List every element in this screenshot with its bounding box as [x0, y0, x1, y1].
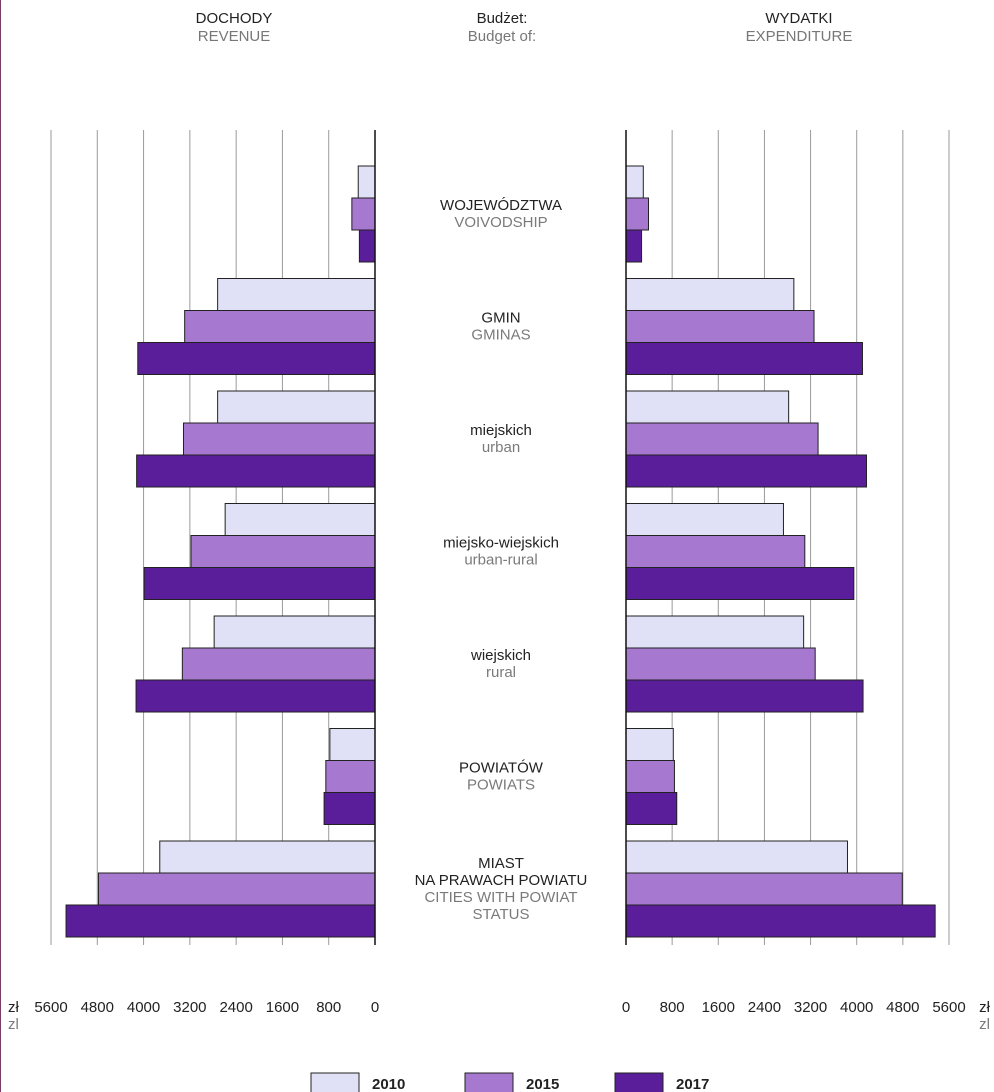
revenue-bar-2015 [190, 535, 376, 568]
category-label-en: GMINAS [471, 327, 530, 344]
expenditure-bar-2015 [625, 872, 903, 906]
revenue-bar-2017 [323, 792, 376, 825]
expenditure-header-en: EXPENDITURE [745, 28, 853, 45]
revenue-tick-label: 4800 [81, 999, 114, 1016]
expenditure-tick-label: 4000 [840, 999, 873, 1016]
expenditure-bar-2015 [625, 422, 819, 456]
expenditure-unit-pl: zł [979, 999, 991, 1016]
expenditure-tick-label: 0 [622, 999, 630, 1016]
budget-header-pl: Budżet: [476, 10, 528, 27]
category-label-en: CITIES WITH POWIAT [424, 889, 577, 906]
category-label-en: urban [482, 439, 520, 456]
revenue-bar-2017 [135, 679, 376, 713]
revenue-bar-2015 [351, 197, 376, 231]
expenditure-bar-2017 [625, 454, 868, 488]
revenue-bar-2017 [137, 342, 376, 375]
revenue-unit-pl: zł [8, 999, 20, 1016]
expenditure-bar-2017 [625, 904, 936, 938]
frame-line [0, 0, 1, 1092]
expenditure-unit-en: zl [979, 1016, 990, 1033]
revenue-bar-2017 [65, 904, 376, 938]
revenue-tick-label: 3200 [173, 999, 206, 1016]
revenue-tick-label: 4000 [127, 999, 160, 1016]
expenditure-header-pl: WYDATKI [765, 10, 833, 27]
budget-header-en: Budget of: [467, 28, 537, 45]
revenue-bar-2017 [358, 229, 376, 263]
expenditure-bar-2017 [625, 567, 855, 600]
category-label-en: urban-rural [464, 552, 537, 569]
category-label-en: POWIATS [467, 777, 535, 794]
expenditure-bar-2010 [625, 390, 790, 424]
expenditure-bar-2010 [625, 840, 848, 874]
revenue-bar-2010 [357, 165, 376, 199]
category-label-pl: NA PRAWACH POWIATU [415, 872, 588, 889]
revenue-bar-2010 [329, 728, 376, 761]
expenditure-bar-2015 [625, 760, 675, 793]
expenditure-tick-label: 4800 [886, 999, 919, 1016]
expenditure-bar-2010 [625, 615, 805, 649]
category-label-en: rural [486, 664, 516, 681]
expenditure-bar-2010 [625, 278, 795, 311]
expenditure-bar-2015 [625, 197, 649, 231]
legend-swatch-2010 [310, 1072, 360, 1092]
revenue-bar-2010 [159, 840, 376, 874]
revenue-bar-2015 [181, 647, 376, 681]
expenditure-bar-2010 [625, 728, 674, 761]
revenue-unit-en: zl [8, 1016, 19, 1033]
revenue-bar-2010 [213, 615, 376, 649]
revenue-bar-2015 [184, 310, 376, 343]
legend-label-2017: 2017 [676, 1076, 709, 1092]
revenue-tick-label: 2400 [219, 999, 252, 1016]
category-label-pl: GMIN [481, 310, 520, 327]
category-label-pl: miejskich [470, 422, 532, 439]
expenditure-bar-2015 [625, 310, 815, 343]
revenue-bar-2010 [217, 278, 376, 311]
expenditure-tick-label: 5600 [932, 999, 965, 1016]
category-label-en: VOIVODSHIP [454, 214, 547, 231]
revenue-header: DOCHODY REVENUE [134, 10, 334, 46]
revenue-tick-label: 5600 [34, 999, 67, 1016]
legend-label-2010: 2010 [372, 1076, 405, 1092]
revenue-bar-2015 [325, 760, 376, 793]
revenue-tick-label: 800 [316, 999, 341, 1016]
revenue-header-pl: DOCHODY [195, 10, 273, 27]
category-label-pl: wiejskich [470, 647, 531, 664]
expenditure-bar-2017 [625, 342, 863, 375]
expenditure-bar-2010 [625, 165, 644, 199]
revenue-header-en: REVENUE [197, 28, 271, 45]
legend-swatch-2017 [614, 1072, 664, 1092]
budget-header: Budżet: Budget of: [402, 10, 602, 46]
expenditure-bar-2017 [625, 792, 678, 825]
revenue-bar-2015 [97, 872, 376, 906]
revenue-bar-2017 [136, 454, 376, 488]
legend-label-2015: 2015 [526, 1076, 559, 1092]
expenditure-tick-label: 800 [660, 999, 685, 1016]
expenditure-tick-label: 3200 [794, 999, 827, 1016]
expenditure-bar-2015 [625, 647, 816, 681]
category-label-pl: POWIATÓW [459, 760, 544, 777]
revenue-tick-label: 1600 [266, 999, 299, 1016]
category-label-pl: WOJEWÓDZTWA [440, 197, 562, 214]
expenditure-bar-2017 [625, 229, 643, 263]
revenue-bar-2017 [143, 567, 376, 600]
expenditure-bar-2017 [625, 679, 864, 713]
expenditure-tick-label: 1600 [702, 999, 735, 1016]
revenue-tick-label: 0 [371, 999, 379, 1016]
expenditure-header: WYDATKI EXPENDITURE [699, 10, 899, 46]
revenue-bar-2010 [217, 390, 376, 424]
legend-swatch-2015 [464, 1072, 514, 1092]
expenditure-bar-2010 [625, 503, 784, 536]
category-label-pl: MIAST [478, 855, 524, 872]
revenue-bar-2010 [224, 503, 376, 536]
expenditure-bar-2015 [625, 535, 806, 568]
expenditure-tick-label: 2400 [748, 999, 781, 1016]
category-label-pl: miejsko-wiejskich [443, 535, 559, 552]
revenue-bar-2015 [182, 422, 376, 456]
category-label-en: STATUS [473, 906, 530, 923]
